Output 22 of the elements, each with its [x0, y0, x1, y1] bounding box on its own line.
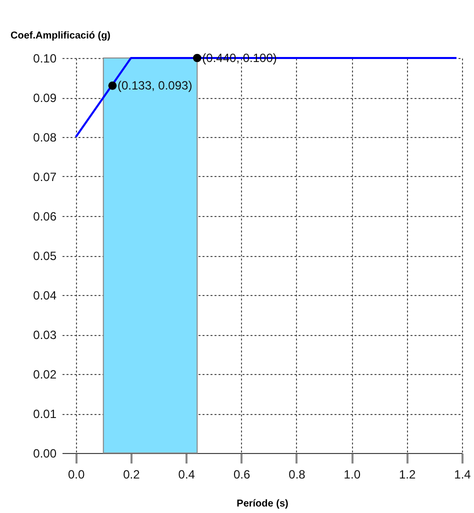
y-tick-label: 0.01 — [33, 407, 57, 421]
x-tick-label: 0.2 — [123, 468, 140, 482]
x-tick-label: 0.8 — [288, 468, 306, 482]
x-axis-title: Període (s) — [236, 498, 288, 510]
y-tick-label: 0.08 — [33, 130, 57, 144]
x-tick-label: 1.4 — [454, 468, 472, 482]
y-tick-label: 0.02 — [33, 368, 57, 382]
y-tick-label: 0.07 — [33, 170, 57, 184]
x-tick-label: 0.4 — [178, 468, 196, 482]
y-tick-label: 0.05 — [33, 249, 57, 263]
y-tick-label: 0.00 — [33, 446, 57, 460]
x-tick-label: 0.6 — [233, 468, 250, 482]
y-axis-title: Coef.Amplificació (g) — [10, 30, 111, 42]
y-tick-label: 0.09 — [33, 91, 57, 105]
y-tick-label: 0.06 — [33, 210, 57, 224]
y-tick-label: 0.10 — [33, 52, 57, 66]
x-tick-label: 0.0 — [68, 468, 85, 482]
x-tick-label: 1.2 — [398, 468, 416, 482]
y-tick-label: 0.04 — [33, 288, 57, 302]
x-tick-label: 1.0 — [344, 468, 361, 482]
y-tick-label: 0.03 — [33, 328, 57, 342]
data-label: (0.133, 0.093) — [117, 78, 192, 93]
